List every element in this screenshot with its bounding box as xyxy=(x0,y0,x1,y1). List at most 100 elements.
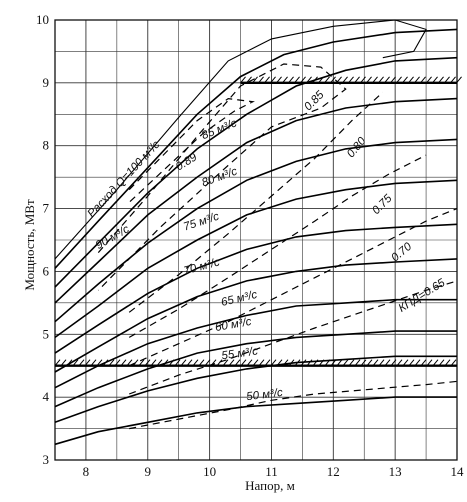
limit-hatch xyxy=(396,359,403,367)
y-tick-label: 4 xyxy=(43,389,50,404)
limit-hatch xyxy=(426,76,432,84)
limit-hatch xyxy=(432,359,439,367)
limit-hatch xyxy=(246,359,253,367)
limit-hatch xyxy=(180,359,187,367)
limit-hatch xyxy=(330,76,336,84)
limit-hatch xyxy=(294,76,300,84)
limit-hatch xyxy=(390,76,396,84)
y-axis-label: Мощность, МВт xyxy=(22,199,37,291)
x-tick-label: 12 xyxy=(327,464,340,479)
flow-label: 55 м³/с xyxy=(221,345,259,362)
limit-hatch xyxy=(204,359,211,367)
flow-curve xyxy=(54,28,458,269)
limit-hatch xyxy=(90,359,97,367)
efficiency-label: 0.80 xyxy=(345,135,369,160)
limit-hatch xyxy=(450,359,457,367)
limit-hatch xyxy=(120,359,127,367)
efficiency-curves xyxy=(97,63,458,430)
flow-label: Расход Q=100 м³/с xyxy=(86,139,163,220)
limit-hatch xyxy=(438,76,444,84)
efficiency-curve xyxy=(128,154,427,338)
limit-hatch xyxy=(198,359,205,367)
limit-hatch xyxy=(324,76,330,84)
limit-hatch xyxy=(384,76,390,84)
flow-label: 70 м³/с xyxy=(183,256,222,277)
flow-curve xyxy=(54,298,457,389)
limit-hatch xyxy=(354,76,360,84)
x-axis-label: Напор, м xyxy=(245,478,295,493)
flow-label: 80 м³/с xyxy=(200,165,239,189)
limit-hatch xyxy=(228,359,235,367)
limit-hatch xyxy=(432,76,438,84)
efficiency-curve xyxy=(128,280,458,395)
limit-hatch xyxy=(252,359,259,367)
y-tick-label: 10 xyxy=(36,12,49,27)
flow-curve xyxy=(54,179,458,339)
limit-lines xyxy=(54,76,462,367)
limit-hatch xyxy=(390,359,397,367)
limit-hatch xyxy=(360,359,367,367)
limit-hatch xyxy=(150,359,157,367)
limit-hatch xyxy=(402,76,408,84)
limit-hatch xyxy=(354,359,361,367)
limit-hatch xyxy=(240,359,247,367)
efficiency-label: 0.89 xyxy=(174,151,200,173)
limit-hatch xyxy=(408,76,414,84)
limit-hatch xyxy=(348,76,354,84)
limit-hatch xyxy=(276,76,282,84)
limit-hatch xyxy=(288,76,294,84)
efficiency-curve xyxy=(128,97,255,203)
limit-hatch xyxy=(108,359,115,367)
limit-hatch xyxy=(270,359,277,367)
limit-hatch xyxy=(234,359,241,367)
limit-hatch xyxy=(438,359,445,367)
limit-hatch xyxy=(114,359,121,367)
y-tick-label: 8 xyxy=(43,138,50,153)
y-tick-label: 5 xyxy=(43,326,50,341)
limit-hatch xyxy=(192,359,199,367)
flow-label: 50 м³/с xyxy=(246,387,284,403)
limit-hatch xyxy=(186,359,193,367)
flow-curve xyxy=(54,97,458,304)
limit-hatch xyxy=(270,76,276,84)
limit-hatch xyxy=(144,359,151,367)
limit-hatch xyxy=(126,359,133,367)
limit-hatch xyxy=(216,359,223,367)
limit-hatch xyxy=(258,359,265,367)
limit-hatch xyxy=(96,359,103,367)
flow-curves xyxy=(54,19,458,446)
limit-hatch xyxy=(420,76,426,84)
efficiency-curve xyxy=(128,208,458,367)
flow-curve xyxy=(54,330,457,408)
y-tick-label: 6 xyxy=(43,263,50,278)
limit-hatch xyxy=(174,359,181,367)
y-tick-label: 9 xyxy=(43,75,50,90)
limit-hatch xyxy=(450,76,456,84)
limit-hatch xyxy=(414,76,420,84)
limit-hatch xyxy=(336,359,343,367)
flow-curve xyxy=(54,223,458,354)
plot-frame xyxy=(54,19,458,461)
limit-hatch xyxy=(222,359,229,367)
flow-curve xyxy=(54,138,458,323)
x-tick-label: 8 xyxy=(83,464,90,479)
limit-hatch xyxy=(264,76,270,84)
flow-curve xyxy=(54,56,458,288)
limit-hatch xyxy=(444,359,451,367)
x-tick-label: 11 xyxy=(265,464,278,479)
limit-hatch xyxy=(300,76,306,84)
limit-hatch xyxy=(414,359,421,367)
flow-label: 65 м³/с xyxy=(220,289,259,309)
axis-ticks: 8 9 10 11 12 13 14 3 4 5 6 7 8 9 10 xyxy=(36,12,464,479)
flow-label: 60 м³/с xyxy=(214,316,252,334)
limit-hatch xyxy=(78,359,85,367)
limit-hatch xyxy=(252,76,258,84)
limit-hatch xyxy=(84,359,91,367)
limit-hatch xyxy=(342,76,348,84)
limit-hatch xyxy=(420,359,427,367)
limit-hatch xyxy=(444,76,450,84)
efficiency-curve xyxy=(128,91,384,313)
limit-hatch xyxy=(54,359,61,367)
flow-curve xyxy=(54,355,457,424)
x-tick-label: 13 xyxy=(389,464,402,479)
